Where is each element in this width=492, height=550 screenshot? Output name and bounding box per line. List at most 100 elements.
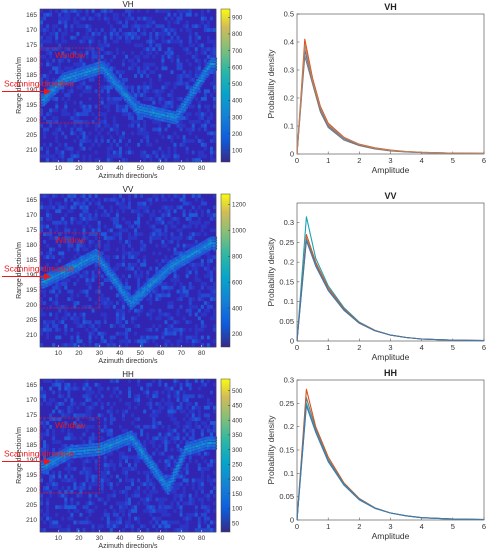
heatmap-cell <box>173 135 177 140</box>
heatmap-cell <box>52 224 56 229</box>
heatmap-cell <box>164 301 168 306</box>
heatmap-cell <box>152 324 156 329</box>
signal-track-cell <box>153 109 156 112</box>
heatmap-cell <box>58 139 62 144</box>
heatmap-cell <box>185 327 189 332</box>
heatmap-cell <box>67 66 71 71</box>
heatmap-cell <box>91 301 95 306</box>
colorbar-tick-label: 300 <box>232 114 243 121</box>
heatmap-cell <box>118 31 123 37</box>
signal-track-cell <box>102 69 106 73</box>
heatmap-cell <box>194 139 199 144</box>
heatmap-cell <box>64 220 68 225</box>
heatmap-cell <box>85 12 89 17</box>
heatmap-cell <box>118 51 123 56</box>
heatmap-cell <box>70 66 74 71</box>
heatmap-cell <box>121 343 126 348</box>
heatmap-cell <box>140 201 144 206</box>
heatmap-cell <box>40 62 44 67</box>
heatmap-cell <box>49 236 53 241</box>
heatmap-cell <box>176 232 180 237</box>
heatmap-cell <box>118 142 123 147</box>
heatmap-cell <box>188 70 193 75</box>
heatmap-cell <box>194 70 199 75</box>
heatmap-cell <box>100 66 105 71</box>
heatmap-cell <box>161 316 165 321</box>
heatmap-cell <box>115 312 120 317</box>
heatmap-cell <box>179 62 183 67</box>
heatmap-cell <box>85 35 89 40</box>
heatmap-cell <box>97 213 101 218</box>
signal-track-cell <box>185 95 188 98</box>
heatmap-cell <box>200 9 205 14</box>
heatmap-cell <box>131 266 135 271</box>
heatmap-cell <box>149 66 153 71</box>
heatmap-cell <box>103 251 108 256</box>
heatmap-cell <box>109 93 114 98</box>
heatmap-cell <box>134 123 138 128</box>
heatmap-cell <box>176 285 180 290</box>
signal-track-cell <box>102 61 106 65</box>
heatmap-cell <box>40 12 44 17</box>
signal-track-cell <box>140 109 144 112</box>
heatmap-cell <box>124 35 129 40</box>
heatmap-cell <box>143 224 147 229</box>
signal-track-cell <box>108 74 112 77</box>
heatmap-cell <box>58 16 62 21</box>
heatmap-cell <box>106 301 111 306</box>
heatmap-cell <box>173 158 177 163</box>
heatmap-cell <box>134 278 138 283</box>
heatmap-cell <box>121 158 126 163</box>
heatmap-cell <box>55 154 59 159</box>
signal-track-cell <box>125 97 129 100</box>
heatmap-cell <box>212 142 217 147</box>
heatmap-cell <box>79 281 83 287</box>
heatmap-cell <box>64 343 68 348</box>
heatmap-cell <box>170 104 174 109</box>
heatmap-cell <box>70 150 74 155</box>
signal-track-cell <box>165 114 168 117</box>
heatmap-cell <box>167 62 171 67</box>
heatmap-cell <box>124 194 129 199</box>
heatmap-cell <box>73 16 77 21</box>
heatmap-cell <box>64 331 68 336</box>
heatmap-cell <box>70 220 74 225</box>
heatmap-cell <box>43 236 47 241</box>
heatmap-cell <box>49 51 53 56</box>
heatmap-cell <box>70 236 74 241</box>
heatmap-cell <box>82 247 86 252</box>
heatmap-cell <box>91 285 95 290</box>
heatmap-cell <box>167 220 171 225</box>
heatmap-cell <box>43 262 47 267</box>
signal-track-cell <box>171 110 175 113</box>
heatmap-cell <box>55 43 59 48</box>
heatmap-cell <box>40 228 44 233</box>
heatmap-cell <box>197 108 202 113</box>
heatmap-cell <box>137 131 141 136</box>
heatmap-cell <box>194 51 199 56</box>
heatmap-cell <box>173 213 177 218</box>
heatmap-cell <box>182 85 186 90</box>
heatmap-cell <box>112 116 117 121</box>
signal-track-cell <box>79 75 82 78</box>
signal-track-cell <box>196 87 199 90</box>
heatmap-cell <box>121 131 126 136</box>
heatmap-cell <box>182 232 186 237</box>
heatmap-cell <box>115 270 120 275</box>
heatmap-cell <box>73 293 77 298</box>
heatmap-cell <box>49 146 53 151</box>
heatmap-cell <box>200 24 205 29</box>
heatmap-cell <box>79 278 83 283</box>
heatmap-cell <box>128 243 132 248</box>
heatmap-cell <box>173 127 177 132</box>
heatmap-cell <box>176 139 180 144</box>
signal-track-cell <box>116 78 119 81</box>
heatmap-cell <box>55 224 59 229</box>
heatmap-cell <box>52 154 56 159</box>
heatmap-cell <box>191 31 196 37</box>
heatmap-cell <box>155 142 159 147</box>
heatmap-cell <box>194 20 199 25</box>
heatmap-cell <box>52 116 56 121</box>
signal-track-cell <box>123 90 127 93</box>
heatmap-cell <box>164 335 168 340</box>
